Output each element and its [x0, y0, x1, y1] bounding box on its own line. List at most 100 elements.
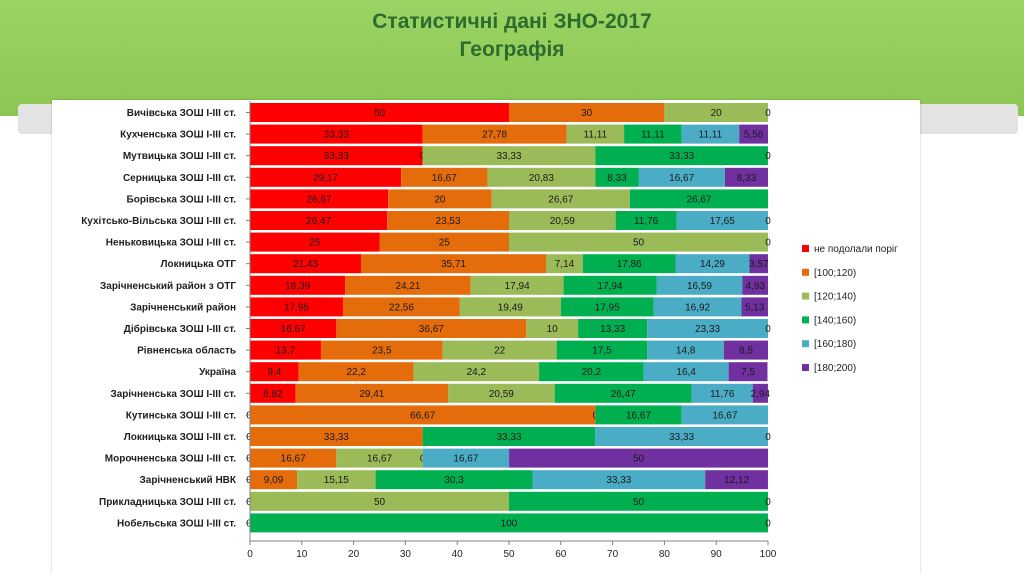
- category-label: Кухченська ЗОШ І-ІІІ ст.: [120, 130, 236, 141]
- data-label: 26,67: [548, 194, 573, 205]
- data-label: 8,82: [263, 389, 283, 400]
- data-label: 22,56: [389, 302, 414, 313]
- bar-segment: [556, 340, 648, 360]
- category-label: Морочненська ЗОШ І-ІІІ ст.: [105, 454, 236, 465]
- data-label: 50: [374, 108, 386, 119]
- data-label: 0: [765, 108, 771, 119]
- bar-segment: [459, 297, 561, 317]
- legend-swatch: [802, 245, 809, 252]
- data-label: 17,94: [505, 281, 530, 292]
- data-label: 21,43: [293, 259, 318, 270]
- data-label: 11,11: [584, 130, 608, 141]
- bar-segment: [387, 211, 509, 230]
- data-label: 20,83: [529, 173, 554, 184]
- data-label: 50: [633, 497, 645, 508]
- bar-segment: [509, 491, 768, 511]
- data-label: 16,67: [281, 324, 306, 335]
- category-label: Кутинська ЗОШ І-ІІІ ст.: [126, 410, 236, 421]
- data-label: 0: [765, 324, 771, 335]
- category-label: Зарічненський район з ОТГ: [100, 281, 236, 292]
- data-label: 22,2: [346, 367, 366, 378]
- category-label: Неньковицька ЗОШ І-ІІІ ст.: [106, 238, 236, 249]
- category-label: Прикладницька ЗОШ І-ІІІ ст.: [99, 497, 236, 508]
- legend-entry: [160;180): [814, 339, 856, 350]
- bar-segment: [250, 513, 768, 533]
- bar-segment: [595, 167, 639, 187]
- data-label: 13,33: [600, 324, 625, 335]
- x-tick-label: 10: [296, 549, 308, 560]
- bar-segment: [422, 146, 596, 166]
- bar-segment: [250, 340, 321, 360]
- legend-swatch: [802, 292, 809, 300]
- data-label: 9,4: [267, 367, 281, 378]
- x-tick-label: 20: [348, 549, 360, 560]
- x-tick-label: 50: [503, 549, 515, 560]
- bar-segment: [509, 448, 769, 468]
- data-label: 16,67: [669, 173, 694, 184]
- x-tick-label: 70: [607, 549, 619, 560]
- bar-segment: [401, 167, 488, 187]
- data-label: 33,33: [606, 475, 631, 486]
- x-tick-label: 40: [452, 549, 464, 560]
- data-label: 7,5: [741, 367, 755, 378]
- data-label: 16,67: [626, 410, 651, 421]
- bar-segment: [691, 383, 753, 403]
- bar-segment: [250, 103, 509, 122]
- data-label: 8,33: [737, 173, 757, 184]
- data-label: 16,67: [453, 454, 478, 465]
- category-label: Локницька ЗОШ І-ІІІ ст.: [124, 432, 236, 443]
- bar-segment: [563, 275, 657, 295]
- data-label: 16,92: [685, 302, 710, 313]
- data-label: 0: [246, 454, 252, 465]
- bar-segment: [582, 254, 676, 274]
- bar-segment: [578, 319, 648, 338]
- data-label: 33,33: [669, 151, 694, 162]
- bar-segment: [250, 232, 380, 252]
- data-label: 23,53: [436, 216, 461, 227]
- data-label: 24,2: [467, 367, 487, 378]
- category-label: Рівненська область: [137, 345, 236, 357]
- data-label: 0: [246, 497, 252, 508]
- legend-swatch: [802, 316, 809, 324]
- data-label: 17,95: [595, 302, 620, 313]
- bar-segment: [595, 427, 768, 446]
- data-label: 0: [765, 432, 771, 443]
- bar-segment: [442, 340, 557, 360]
- data-label: 17,65: [710, 216, 735, 227]
- bar-segment: [250, 405, 596, 425]
- bar-segment: [250, 427, 423, 446]
- bar-segment: [656, 275, 743, 295]
- data-label: 0: [246, 518, 252, 529]
- bar-segment: [532, 470, 706, 490]
- bar-segment: [250, 254, 362, 274]
- bar-segment: [752, 383, 768, 403]
- data-label: 17,86: [617, 259, 642, 270]
- data-label: 29,17: [313, 173, 338, 184]
- bar-segment: [250, 491, 509, 511]
- bar-segment: [413, 362, 540, 382]
- data-label: 35,71: [441, 259, 466, 270]
- data-label: 17,95: [284, 302, 309, 313]
- data-label: 11,76: [634, 216, 659, 227]
- data-label: 14,29: [700, 259, 725, 270]
- bar-segment: [250, 211, 388, 230]
- bar-segment: [566, 124, 625, 144]
- category-label: Дібрівська ЗОШ І-ІІІ ст.: [124, 323, 236, 335]
- category-label: Мутвицька ЗОШ І-ІІІ ст.: [123, 151, 236, 162]
- bar-segment: [545, 254, 583, 274]
- data-label: 11,11: [699, 130, 723, 141]
- x-tick-label: 80: [659, 549, 671, 560]
- data-label: 19,49: [498, 302, 523, 313]
- bar-segment: [250, 167, 402, 187]
- bar-segment: [624, 124, 682, 144]
- bar-segment: [388, 189, 492, 209]
- x-tick-label: 100: [760, 549, 777, 560]
- bar-segment: [741, 297, 768, 317]
- data-label: 11,76: [710, 389, 735, 400]
- bar-segment: [749, 254, 768, 274]
- data-label: 13,7: [276, 346, 296, 357]
- bar-segment: [742, 275, 768, 295]
- legend-entry: [140;160): [814, 315, 856, 326]
- bar-segment: [653, 297, 742, 317]
- bar-segment: [361, 254, 546, 274]
